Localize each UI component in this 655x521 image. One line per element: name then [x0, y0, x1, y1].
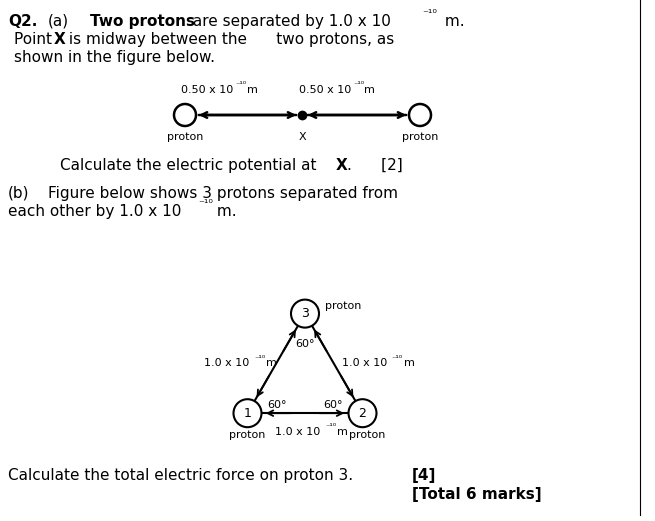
Text: .      [2]: . [2]: [347, 158, 403, 173]
Circle shape: [348, 399, 377, 427]
Text: m: m: [246, 85, 257, 95]
Text: m: m: [364, 85, 375, 95]
Text: m: m: [266, 358, 277, 368]
Text: proton: proton: [349, 430, 386, 440]
Text: ⁻¹⁰: ⁻¹⁰: [392, 354, 403, 363]
Text: ⁻¹⁰: ⁻¹⁰: [353, 80, 364, 89]
Text: ⁻¹⁰: ⁻¹⁰: [198, 199, 213, 209]
Text: Calculate the electric potential at: Calculate the electric potential at: [60, 158, 322, 173]
Text: Q2.: Q2.: [8, 14, 37, 29]
Text: [4]: [4]: [412, 468, 436, 483]
Text: X: X: [298, 132, 306, 142]
Text: Calculate the total electric force on proton 3.: Calculate the total electric force on pr…: [8, 468, 353, 483]
Text: [Total 6 marks]: [Total 6 marks]: [412, 487, 542, 502]
Text: proton: proton: [229, 430, 266, 440]
Text: ⁻¹⁰: ⁻¹⁰: [254, 354, 265, 363]
Text: Figure below shows 3 protons separated from: Figure below shows 3 protons separated f…: [48, 186, 398, 201]
Text: are separated by 1.0 x 10: are separated by 1.0 x 10: [188, 14, 391, 29]
Text: m: m: [403, 358, 415, 368]
Text: X: X: [336, 158, 348, 173]
Text: 1.0 x 10: 1.0 x 10: [275, 427, 320, 437]
Text: each other by 1.0 x 10: each other by 1.0 x 10: [8, 204, 181, 219]
Text: m: m: [337, 427, 348, 437]
Circle shape: [291, 300, 319, 328]
Text: 0.50 x 10: 0.50 x 10: [299, 85, 351, 95]
Text: shown in the figure below.: shown in the figure below.: [14, 50, 215, 65]
Text: 1.0 x 10: 1.0 x 10: [342, 358, 387, 368]
Text: 60°: 60°: [295, 339, 315, 349]
Text: 3: 3: [301, 307, 309, 320]
Text: 60°: 60°: [323, 400, 343, 410]
Text: Point: Point: [14, 32, 57, 47]
Text: m.: m.: [440, 14, 464, 29]
Text: (b): (b): [8, 186, 29, 201]
Circle shape: [233, 399, 261, 427]
Text: ⁻¹⁰: ⁻¹⁰: [422, 9, 437, 19]
Text: proton: proton: [167, 132, 203, 142]
Text: m.: m.: [212, 204, 236, 219]
Text: 60°: 60°: [267, 400, 287, 410]
Text: is midway between the      two protons, as: is midway between the two protons, as: [64, 32, 394, 47]
Text: proton: proton: [402, 132, 438, 142]
Text: ⁻¹⁰: ⁻¹⁰: [236, 80, 247, 89]
Text: X: X: [54, 32, 66, 47]
Text: proton: proton: [325, 301, 362, 311]
Text: 2: 2: [358, 407, 366, 420]
Text: 1: 1: [244, 407, 252, 420]
Text: 0.50 x 10: 0.50 x 10: [181, 85, 233, 95]
Text: (a): (a): [48, 14, 69, 29]
Text: 1.0 x 10: 1.0 x 10: [204, 358, 250, 368]
Text: ⁻¹⁰: ⁻¹⁰: [325, 422, 336, 431]
Text: Two protons: Two protons: [90, 14, 195, 29]
